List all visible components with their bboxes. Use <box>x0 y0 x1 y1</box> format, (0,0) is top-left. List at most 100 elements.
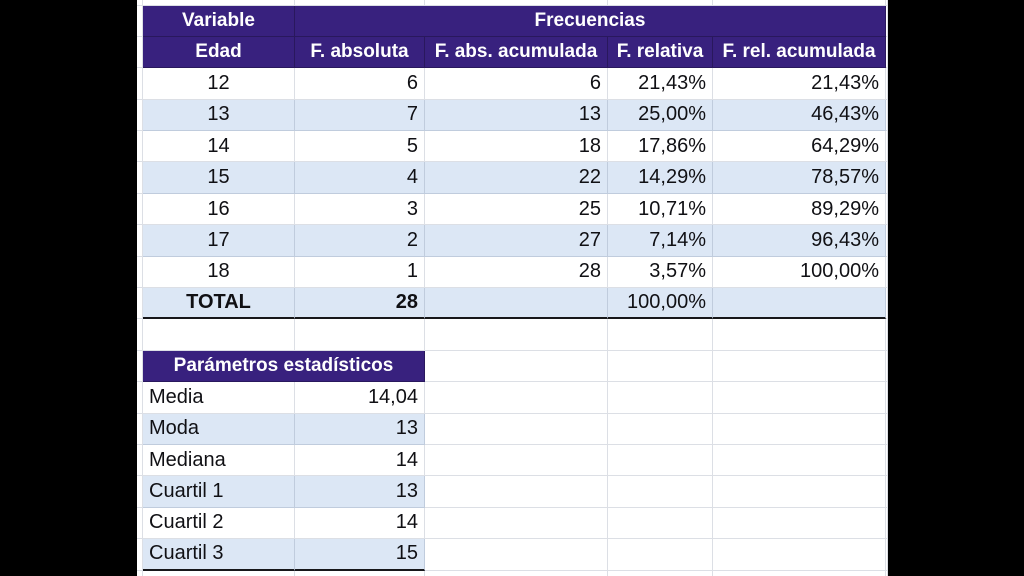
empty-cell[interactable] <box>713 350 886 383</box>
params-title-cell[interactable]: Parámetros estadísticos <box>143 350 425 383</box>
right-margin-cell <box>886 36 888 69</box>
f-relativa-cell[interactable]: 17,86% <box>608 131 713 163</box>
empty-cell[interactable] <box>425 413 608 445</box>
f-rel-acumulada-cell[interactable]: 46,43% <box>713 99 886 132</box>
f-abs-acumulada-cell[interactable]: 27 <box>425 225 608 257</box>
param-value-cell[interactable]: 14,04 <box>295 382 425 414</box>
param-label-cell[interactable]: Cuartil 3 <box>143 539 295 571</box>
f-absoluta-cell[interactable]: 5 <box>295 131 425 163</box>
empty-cell[interactable] <box>713 319 886 351</box>
empty-cell[interactable] <box>713 444 886 477</box>
edad-cell[interactable]: 17 <box>143 225 295 257</box>
param-value-cell[interactable]: 15 <box>295 539 425 571</box>
empty-cell[interactable] <box>608 350 713 383</box>
right-margin-cell <box>886 162 888 194</box>
sheet-margin-row <box>137 570 888 576</box>
param-label-cell[interactable]: Media <box>143 382 295 414</box>
f-rel-acumulada-cell[interactable]: 96,43% <box>713 225 886 257</box>
spacer-row <box>137 319 888 351</box>
param-label-cell[interactable]: Moda <box>143 413 295 445</box>
f-relativa-cell[interactable]: 7,14% <box>608 225 713 257</box>
f-relativa-header-cell[interactable]: F. relativa <box>608 36 713 69</box>
f-rel-acumulada-cell[interactable]: 89,29% <box>713 193 886 226</box>
f-abs-acumulada-cell[interactable]: 18 <box>425 131 608 163</box>
param-value-cell[interactable]: 14 <box>295 444 425 477</box>
param-value-cell[interactable]: 13 <box>295 476 425 508</box>
f-absoluta-cell[interactable]: 1 <box>295 256 425 289</box>
empty-cell[interactable] <box>713 539 886 571</box>
param-label-cell[interactable]: Cuartil 2 <box>143 507 295 540</box>
edad-header-cell[interactable]: Edad <box>143 36 295 69</box>
f-relativa-cell[interactable]: 14,29% <box>608 162 713 194</box>
empty-cell <box>886 382 888 414</box>
empty-cell[interactable] <box>713 382 886 414</box>
param-value-cell[interactable]: 14 <box>295 507 425 540</box>
total-f-relativa-cell[interactable]: 100,00% <box>608 288 713 320</box>
total-f-rel-acumulada-cell[interactable] <box>713 288 886 320</box>
f-relativa-cell[interactable]: 25,00% <box>608 99 713 132</box>
edad-cell[interactable]: 18 <box>143 256 295 289</box>
empty-cell[interactable] <box>295 319 425 351</box>
empty-cell[interactable] <box>425 476 608 508</box>
empty-cell[interactable] <box>608 382 713 414</box>
edad-cell[interactable]: 14 <box>143 131 295 163</box>
f-absoluta-cell[interactable]: 6 <box>295 68 425 100</box>
f-abs-acumulada-cell[interactable]: 6 <box>425 68 608 100</box>
f-abs-acumulada-cell[interactable]: 13 <box>425 99 608 132</box>
empty-cell[interactable] <box>425 539 608 571</box>
f-rel-acumulada-cell[interactable]: 21,43% <box>713 68 886 100</box>
edad-cell[interactable]: 13 <box>143 99 295 132</box>
left-margin-cell <box>137 413 143 445</box>
total-f-abs-acumulada-cell[interactable] <box>425 288 608 320</box>
params-row: Cuartil 2 14 <box>137 507 888 540</box>
spreadsheet-canvas: Variable Frecuencias Edad F. absoluta F.… <box>137 0 888 576</box>
f-rel-acumulada-header-cell[interactable]: F. rel. acumulada <box>713 36 886 69</box>
empty-cell[interactable] <box>608 476 713 508</box>
f-absoluta-cell[interactable]: 4 <box>295 162 425 194</box>
margin-cell <box>137 570 143 576</box>
empty-cell[interactable] <box>425 382 608 414</box>
empty-cell[interactable] <box>143 319 295 351</box>
empty-cell[interactable] <box>608 444 713 477</box>
f-abs-acumulada-cell[interactable]: 22 <box>425 162 608 194</box>
edad-cell[interactable]: 12 <box>143 68 295 100</box>
f-rel-acumulada-cell[interactable]: 100,00% <box>713 256 886 289</box>
empty-cell[interactable] <box>713 476 886 508</box>
empty-cell[interactable] <box>425 507 608 540</box>
right-margin-cell <box>886 288 888 320</box>
param-value-cell[interactable]: 13 <box>295 413 425 445</box>
empty-cell[interactable] <box>425 319 608 351</box>
empty-cell[interactable] <box>425 444 608 477</box>
empty-cell[interactable] <box>608 539 713 571</box>
edad-cell[interactable]: 15 <box>143 162 295 194</box>
f-absoluta-cell[interactable]: 2 <box>295 225 425 257</box>
frecuencias-header-cell[interactable]: Frecuencias <box>295 5 886 37</box>
f-absoluta-cell[interactable]: 7 <box>295 99 425 132</box>
left-margin-cell <box>137 162 143 194</box>
f-absoluta-header-cell[interactable]: F. absoluta <box>295 36 425 69</box>
f-rel-acumulada-cell[interactable]: 64,29% <box>713 131 886 163</box>
f-relativa-cell[interactable]: 3,57% <box>608 256 713 289</box>
empty-cell[interactable] <box>425 350 608 383</box>
param-label-cell[interactable]: Cuartil 1 <box>143 476 295 508</box>
right-margin-cell <box>886 131 888 163</box>
f-relativa-cell[interactable]: 10,71% <box>608 193 713 226</box>
edad-cell[interactable]: 16 <box>143 193 295 226</box>
f-abs-acumulada-cell[interactable]: 25 <box>425 193 608 226</box>
f-rel-acumulada-cell[interactable]: 78,57% <box>713 162 886 194</box>
empty-cell[interactable] <box>713 413 886 445</box>
variable-header-cell[interactable]: Variable <box>143 5 295 37</box>
empty-cell[interactable] <box>713 507 886 540</box>
total-label-cell[interactable]: TOTAL <box>143 288 295 320</box>
param-label-cell[interactable]: Mediana <box>143 444 295 477</box>
f-absoluta-cell[interactable]: 3 <box>295 193 425 226</box>
margin-cell <box>143 570 295 576</box>
empty-cell[interactable] <box>608 413 713 445</box>
total-f-absoluta-cell[interactable]: 28 <box>295 288 425 320</box>
f-abs-acumulada-header-cell[interactable]: F. abs. acumulada <box>425 36 608 69</box>
f-relativa-cell[interactable]: 21,43% <box>608 68 713 100</box>
empty-cell[interactable] <box>608 507 713 540</box>
empty-cell[interactable] <box>608 319 713 351</box>
empty-cell <box>137 319 143 351</box>
f-abs-acumulada-cell[interactable]: 28 <box>425 256 608 289</box>
